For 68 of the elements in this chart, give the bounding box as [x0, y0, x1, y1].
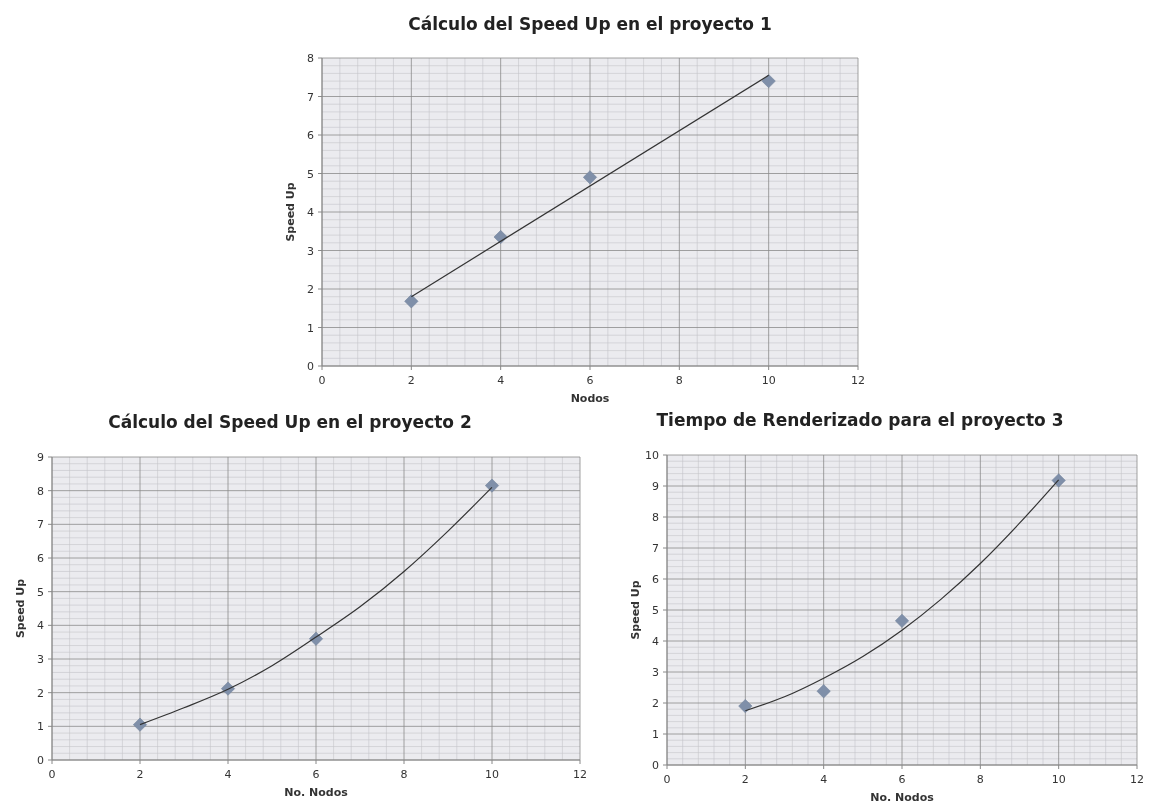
- y-tick-label: 4: [652, 635, 659, 648]
- x-tick-label: 2: [407, 374, 415, 387]
- y-tick-label: 5: [307, 167, 314, 181]
- x-tick-label: 4: [224, 768, 232, 781]
- x-tick-label: 12: [851, 374, 865, 387]
- x-tick-label: 10: [1051, 773, 1066, 786]
- y-tick-label: 5: [37, 585, 44, 599]
- y-tick-label: 6: [37, 552, 44, 565]
- x-tick-label: 10: [761, 374, 776, 387]
- x-tick-label: 12: [573, 768, 587, 781]
- x-tick-label: 4: [497, 374, 505, 387]
- y-tick-label: 7: [652, 542, 659, 555]
- x-tick-label: 4: [820, 773, 828, 786]
- x-axis-title: No. Nodos: [870, 791, 935, 804]
- point: [816, 684, 831, 699]
- y-tick-label: 9: [37, 451, 44, 464]
- y-tick-label: 8: [307, 52, 314, 65]
- y-tick-label: 1: [307, 321, 314, 335]
- x-tick-label: 12: [1130, 773, 1144, 786]
- y-tick-label: 9: [652, 480, 659, 493]
- x-tick-label: 2: [136, 768, 144, 781]
- y-tick-label: 3: [37, 653, 44, 666]
- point: [583, 170, 597, 185]
- y-axis-title: Speed Up: [629, 580, 642, 640]
- y-tick-label: 7: [37, 518, 44, 532]
- chart-title: Cálculo del Speed Up en el proyecto 1: [408, 14, 772, 34]
- x-tick-label: 6: [586, 374, 594, 387]
- point: [895, 613, 909, 628]
- y-tick-label: 2: [37, 686, 44, 700]
- y-tick-label: 2: [307, 283, 314, 296]
- y-axis-title: Speed Up: [14, 578, 27, 639]
- x-tick-label: 8: [976, 773, 984, 786]
- y-tick-label: 2: [652, 697, 659, 710]
- x-tick-label: 2: [741, 773, 749, 786]
- y-tick-label: 10: [645, 449, 659, 462]
- y-tick-label: 3: [652, 666, 659, 679]
- y-tick-label: 8: [37, 484, 44, 498]
- y-tick-label: 1: [37, 720, 44, 734]
- x-tick-label: 8: [675, 374, 683, 387]
- y-tick-label: 5: [652, 604, 659, 617]
- point: [404, 294, 419, 309]
- point: [1051, 473, 1066, 488]
- y-axis-title: Speed Up: [284, 182, 297, 242]
- x-tick-label: 6: [898, 773, 906, 786]
- y-tick-label: 4: [307, 206, 314, 219]
- x-tick-label: 10: [485, 768, 499, 781]
- y-tick-label: 7: [307, 90, 314, 104]
- x-tick-label: 0: [318, 374, 326, 387]
- x-axis-title: No. Nodos: [284, 786, 349, 799]
- x-axis-title: Nodos: [570, 392, 610, 405]
- y-tick-label: 6: [307, 129, 314, 142]
- y-tick-label: 3: [307, 244, 314, 258]
- x-tick-label: 0: [48, 768, 56, 781]
- y-tick-label: 8: [652, 511, 659, 524]
- y-tick-label: 0: [307, 360, 314, 373]
- point: [761, 74, 776, 89]
- y-tick-label: 0: [652, 759, 659, 772]
- y-tick-label: 6: [652, 573, 659, 586]
- y-tick-label: 0: [37, 754, 44, 767]
- point: [485, 478, 499, 493]
- y-tick-label: 1: [652, 728, 659, 741]
- chart-title: Cálculo del Speed Up en el proyecto 2: [108, 412, 472, 432]
- point: [133, 717, 147, 732]
- x-tick-label: 8: [400, 768, 408, 781]
- y-tick-label: 4: [37, 619, 44, 633]
- chart-title: Tiempo de Renderizado para el proyecto 3: [656, 410, 1064, 430]
- x-tick-label: 0: [663, 773, 671, 786]
- point: [738, 699, 753, 714]
